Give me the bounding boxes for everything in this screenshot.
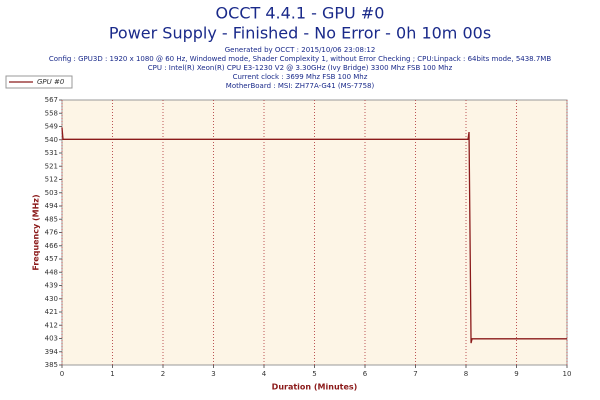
y-tick-label: 540 bbox=[45, 136, 58, 144]
chart-subtitle: Power Supply - Finished - No Error - 0h … bbox=[109, 24, 491, 43]
data-line bbox=[61, 127, 567, 344]
info-line: Generated by OCCT : 2015/10/06 23:08:12 bbox=[225, 46, 376, 54]
y-tick-label: 448 bbox=[45, 268, 58, 276]
y-tick-label: 503 bbox=[45, 189, 58, 197]
x-tick-label: 10 bbox=[563, 370, 572, 378]
x-axis-label: Duration (Minutes) bbox=[272, 383, 358, 392]
x-tick-label: 6 bbox=[363, 370, 368, 378]
x-tick-label: 1 bbox=[110, 370, 114, 378]
y-tick-label: 466 bbox=[45, 242, 59, 250]
info-line: Config : GPU3D : 1920 x 1080 @ 60 Hz, Wi… bbox=[49, 55, 552, 63]
y-tick-label: 558 bbox=[45, 109, 58, 117]
y-tick-label: 385 bbox=[45, 361, 58, 369]
y-tick-label: 494 bbox=[45, 202, 59, 210]
y-tick-label: 567 bbox=[45, 96, 58, 104]
info-line: CPU : Intel(R) Xeon(R) CPU E3-1230 V2 @ … bbox=[148, 64, 453, 72]
x-tick-label: 5 bbox=[312, 370, 316, 378]
y-tick-label: 549 bbox=[45, 123, 58, 131]
y-tick-label: 512 bbox=[45, 176, 58, 184]
y-tick-label: 430 bbox=[45, 295, 58, 303]
x-tick-label: 4 bbox=[262, 370, 267, 378]
x-tick-label: 0 bbox=[60, 370, 64, 378]
info-line: Current clock : 3699 Mhz FSB 100 Mhz bbox=[233, 73, 368, 81]
info-line: MotherBoard : MSI: ZH77A-G41 (MS-7758) bbox=[226, 82, 375, 90]
x-tick-label: 2 bbox=[161, 370, 165, 378]
y-tick-label: 457 bbox=[45, 255, 58, 263]
y-tick-label: 439 bbox=[45, 282, 58, 290]
x-tick-label: 7 bbox=[413, 370, 417, 378]
x-tick-label: 8 bbox=[464, 370, 468, 378]
y-tick-label: 521 bbox=[45, 162, 58, 170]
y-tick-label: 485 bbox=[45, 215, 58, 223]
y-tick-label: 394 bbox=[45, 348, 59, 356]
x-tick-label: 9 bbox=[514, 370, 518, 378]
y-tick-label: 412 bbox=[45, 321, 58, 329]
legend-box bbox=[5, 75, 73, 89]
y-tick-label: 476 bbox=[45, 229, 59, 237]
y-tick-label: 531 bbox=[45, 149, 58, 157]
y-tick-label: 403 bbox=[45, 335, 58, 343]
chart-title: OCCT 4.4.1 - GPU #0 bbox=[216, 4, 385, 23]
legend-label: GPU #0 bbox=[37, 78, 65, 86]
x-tick-label: 3 bbox=[211, 370, 215, 378]
y-axis-label: Frequency (MHz) bbox=[32, 194, 41, 270]
y-tick-label: 421 bbox=[45, 308, 58, 316]
